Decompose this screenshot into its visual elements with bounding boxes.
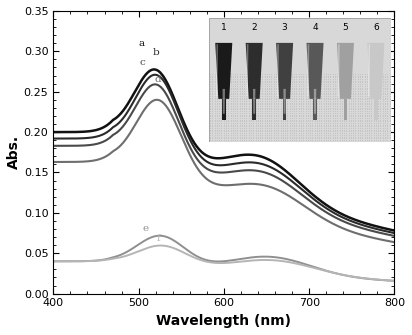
X-axis label: Wavelength (nm): Wavelength (nm) <box>157 314 291 328</box>
Text: d: d <box>154 75 161 84</box>
Text: a: a <box>139 39 145 48</box>
Y-axis label: Abs.: Abs. <box>7 135 21 170</box>
Text: f: f <box>157 234 160 243</box>
Text: c: c <box>139 58 145 67</box>
Text: b: b <box>152 48 159 57</box>
Text: e: e <box>143 224 148 233</box>
